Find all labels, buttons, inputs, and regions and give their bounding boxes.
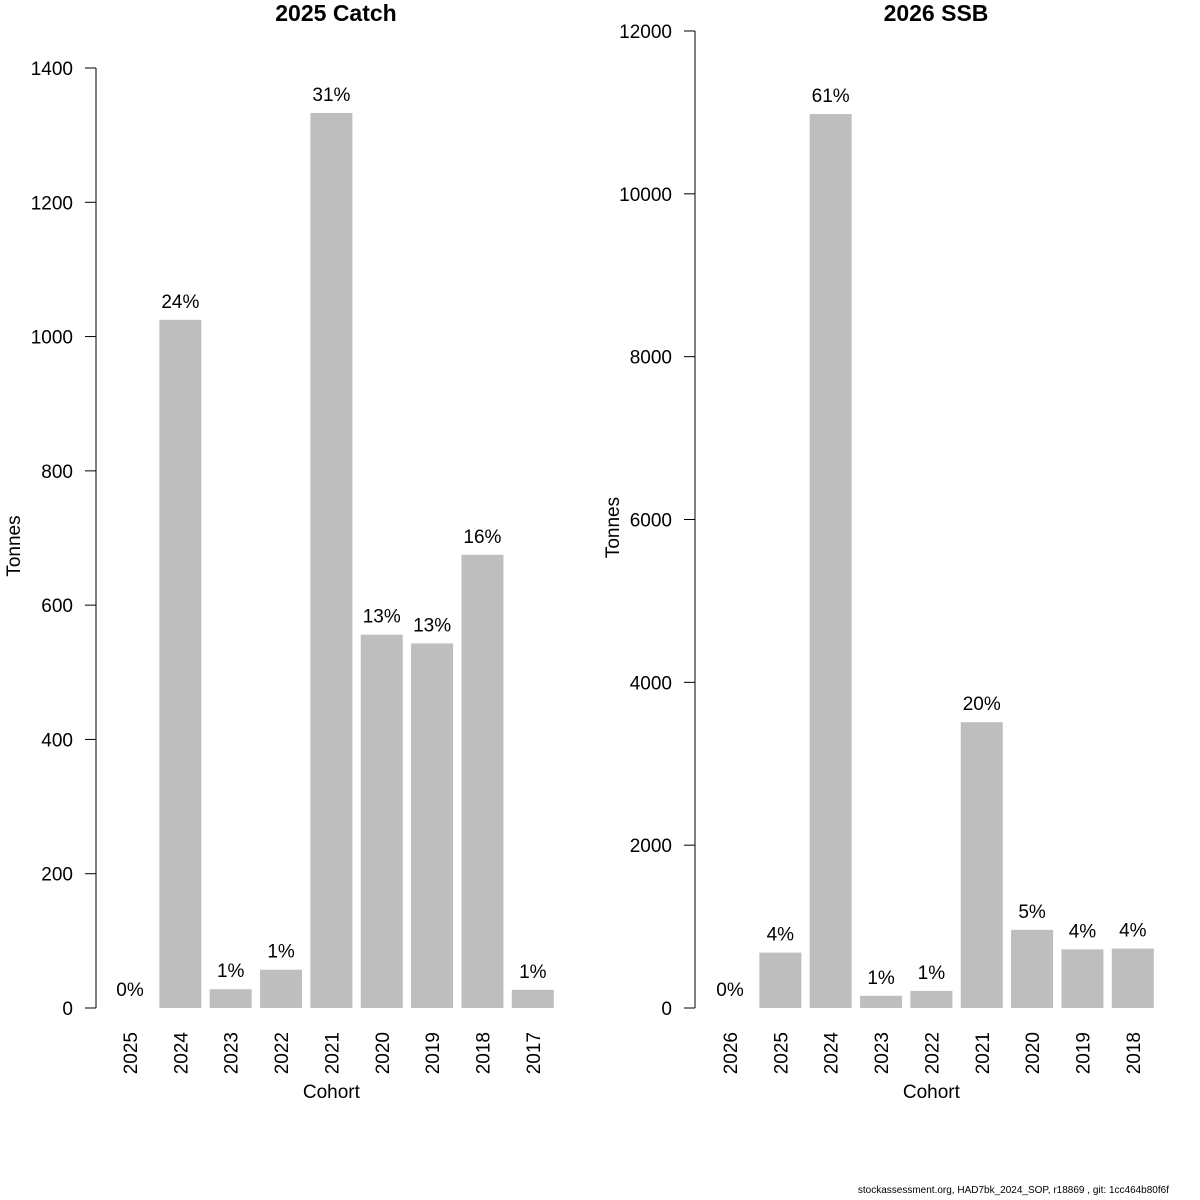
bar-percent-label: 31% bbox=[312, 85, 350, 106]
bar bbox=[910, 990, 953, 1008]
x-tick-label: 2023 bbox=[872, 1032, 893, 1074]
x-tick-label: 2024 bbox=[171, 1032, 192, 1075]
bar bbox=[209, 989, 252, 1008]
x-tick-label: 2018 bbox=[1124, 1032, 1145, 1074]
y-tick-label: 0 bbox=[62, 999, 73, 1020]
x-axis-label: Cohort bbox=[303, 1082, 361, 1103]
bar bbox=[511, 989, 554, 1008]
bar-percent-label: 20% bbox=[963, 694, 1001, 715]
bar bbox=[310, 112, 353, 1008]
y-tick-label: 6000 bbox=[630, 511, 672, 532]
bar bbox=[860, 995, 903, 1008]
bar bbox=[159, 319, 202, 1008]
y-tick-label: 200 bbox=[41, 865, 73, 886]
x-tick-label: 2023 bbox=[222, 1032, 243, 1074]
x-tick-label: 2021 bbox=[322, 1032, 343, 1074]
y-tick-label: 800 bbox=[41, 462, 73, 483]
y-axis-label: Tonnes bbox=[603, 497, 624, 558]
x-tick-label: 2025 bbox=[121, 1032, 142, 1074]
bar-percent-label: 4% bbox=[1069, 921, 1097, 942]
footer-credit: stockassessment.org, HAD7bk_2024_SOP, r1… bbox=[857, 1185, 1169, 1196]
bar bbox=[360, 634, 403, 1008]
bar bbox=[461, 554, 504, 1008]
x-tick-label: 2019 bbox=[423, 1032, 444, 1074]
x-axis-label: Cohort bbox=[903, 1082, 961, 1103]
x-tick-label: 2020 bbox=[1023, 1032, 1044, 1074]
y-tick-label: 4000 bbox=[630, 673, 672, 694]
bar-percent-label: 0% bbox=[116, 980, 144, 1001]
bar bbox=[1111, 948, 1154, 1008]
bar bbox=[1011, 929, 1054, 1008]
y-tick-label: 600 bbox=[41, 596, 73, 617]
x-tick-label: 2019 bbox=[1073, 1032, 1094, 1074]
bar bbox=[260, 969, 303, 1008]
bar-percent-label: 16% bbox=[463, 527, 501, 548]
bar-percent-label: 13% bbox=[363, 607, 401, 628]
bar-percent-label: 0% bbox=[716, 980, 744, 1001]
x-tick-label: 2024 bbox=[822, 1032, 843, 1075]
bar-percent-label: 5% bbox=[1018, 902, 1046, 923]
bar-percent-label: 4% bbox=[767, 925, 795, 946]
x-tick-label: 2022 bbox=[272, 1032, 293, 1074]
bar-percent-label: 61% bbox=[812, 86, 850, 107]
y-axis-label: Tonnes bbox=[4, 515, 25, 576]
bar-percent-label: 1% bbox=[519, 962, 547, 983]
y-tick-label: 0 bbox=[661, 999, 672, 1020]
x-tick-label: 2026 bbox=[721, 1032, 742, 1074]
bar-percent-label: 1% bbox=[867, 968, 895, 989]
bar bbox=[809, 114, 852, 1009]
x-tick-label: 2018 bbox=[473, 1032, 494, 1074]
y-tick-label: 400 bbox=[41, 730, 73, 751]
x-tick-label: 2022 bbox=[922, 1032, 943, 1074]
chart-panel-2: 2026 SSB 0 2000 4000 6000 8000 10000 12000 Tonne… bbox=[603, 0, 1154, 1103]
x-tick-label: 2017 bbox=[524, 1032, 545, 1074]
bar-percent-label: 4% bbox=[1119, 921, 1147, 942]
y-tick-label: 2000 bbox=[630, 836, 672, 857]
bar-percent-label: 13% bbox=[413, 615, 451, 636]
y-tick-label: 1000 bbox=[31, 328, 73, 349]
x-tick-label: 2021 bbox=[973, 1032, 994, 1074]
bar-percent-label: 1% bbox=[217, 961, 245, 982]
y-tick-label: 1200 bbox=[31, 193, 73, 214]
y-tick-label: 10000 bbox=[619, 185, 672, 206]
bar bbox=[960, 722, 1003, 1008]
chart-title: 2025 Catch bbox=[275, 0, 396, 26]
x-tick-label: 2025 bbox=[771, 1032, 792, 1074]
y-tick-label: 1400 bbox=[31, 59, 73, 80]
bar bbox=[1061, 949, 1104, 1008]
y-tick-label: 8000 bbox=[630, 348, 672, 369]
bar bbox=[759, 952, 802, 1008]
chart-title: 2026 SSB bbox=[884, 0, 989, 26]
x-tick-label: 2020 bbox=[373, 1032, 394, 1074]
y-tick-label: 12000 bbox=[619, 22, 672, 43]
bar-percent-label: 1% bbox=[918, 963, 946, 984]
bar bbox=[411, 643, 454, 1008]
chart-panel-1: 2025 Catch 0 200 400 600 800 1000 1200 1400 Tonne… bbox=[4, 0, 554, 1103]
bar-percent-label: 1% bbox=[267, 942, 295, 963]
bar-percent-label: 24% bbox=[161, 292, 199, 313]
